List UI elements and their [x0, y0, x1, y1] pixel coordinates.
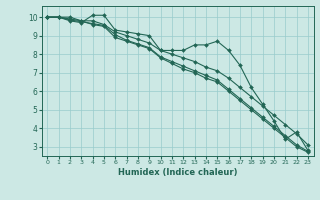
X-axis label: Humidex (Indice chaleur): Humidex (Indice chaleur): [118, 168, 237, 177]
